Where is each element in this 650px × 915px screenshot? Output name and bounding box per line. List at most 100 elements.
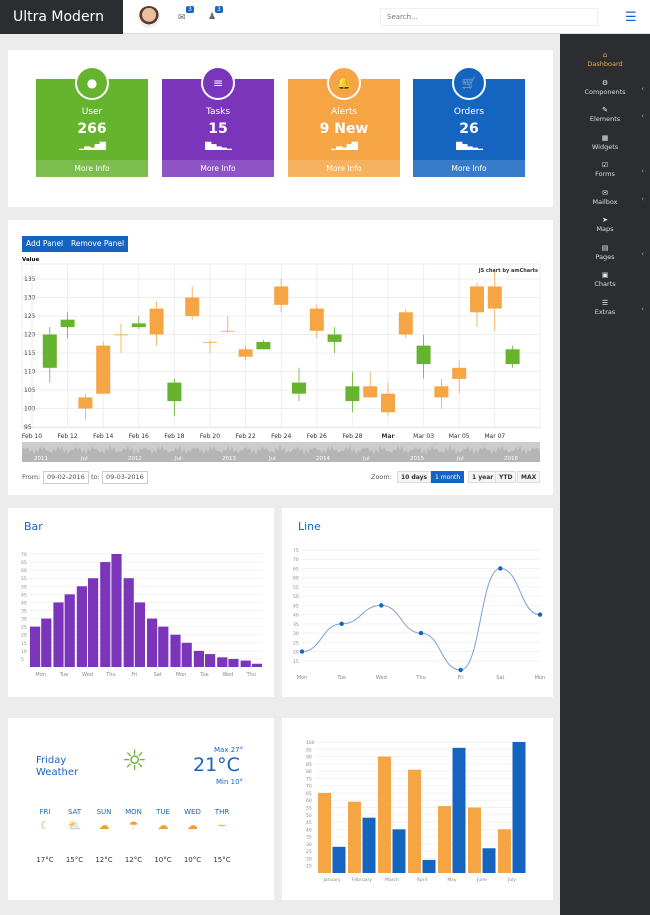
stat-card-value: 26 (459, 121, 479, 137)
sparkline-icon: ▇▅▃▂▁ (456, 141, 483, 150)
y-axis-title: Value (22, 257, 39, 263)
forecast-temp: 17°C (36, 856, 54, 864)
y-tick-label: 120 (24, 332, 36, 339)
x-tick-label: Feb 18 (164, 433, 184, 440)
bell-badge: 3 (215, 6, 223, 13)
zoom-option-ytd[interactable]: YTD (495, 471, 517, 483)
forecast-day: THR (214, 808, 230, 816)
candle-body (309, 308, 324, 331)
navigator-label: Jul (456, 456, 464, 462)
y-tick-label: 95 (24, 424, 32, 431)
mail-icon[interactable]: ✉ (178, 13, 186, 23)
forecast-temp: 15°C (65, 856, 84, 864)
candle-body (487, 286, 502, 309)
check-square-icon: ☑ (601, 161, 609, 169)
sparkline-icon: ▁▃▂▅▇ (79, 141, 106, 150)
home-icon: ⌂ (602, 51, 608, 59)
sidebar-item-dashboard[interactable]: ⌂ Dashboard (560, 51, 650, 68)
more-info-link[interactable]: More Info (288, 160, 400, 177)
x-tick-label: Feb 16 (129, 433, 149, 440)
sidebar-item-label: Mailbox (592, 197, 618, 206)
rain-icon: ☂ (128, 819, 139, 832)
candle-body (452, 367, 467, 379)
line-chart-title: Line (298, 520, 321, 533)
zoom-option-max[interactable]: MAX (517, 471, 541, 483)
sidebar-item-maps[interactable]: ➤ Maps (560, 216, 650, 233)
more-info-link[interactable]: More Info (36, 160, 148, 177)
stat-card-title: Orders (453, 107, 485, 117)
showers-icon: ☁ (187, 819, 198, 832)
navigator-series (22, 445, 540, 462)
list-icon: ≡ (201, 66, 235, 100)
stat-card-tasks: ≡ Tasks 15 ▇▅▃▂▁ More Info (162, 66, 274, 177)
add-panel-button[interactable]: Add Panel (22, 236, 68, 252)
from-date-input[interactable]: 09-02-2016 (43, 471, 89, 484)
x-tick-label: Feb 28 (342, 433, 362, 440)
hamburger-menu-icon[interactable]: ☰ (625, 10, 637, 25)
sidebar-item-forms[interactable]: ☑ Forms ‹ (560, 161, 650, 178)
zoom-option-10-days[interactable]: 10 days (397, 471, 432, 483)
line-chart-panel: Line (282, 508, 553, 697)
x-tick-label: Mar 07 (484, 433, 505, 440)
candle-body (470, 286, 484, 313)
bar-chart-panel: Bar (8, 508, 274, 697)
sidebar-item-widgets[interactable]: ▦ Widgets (560, 134, 650, 151)
remove-panel-button[interactable]: Remove Panel (67, 236, 129, 252)
envelope-icon: ✉ (602, 188, 608, 197)
sidebar-item-label: Maps (596, 225, 614, 233)
sidebar-item-label: Elements (589, 115, 621, 123)
candle-body (256, 341, 271, 350)
to-date-input[interactable]: 09-03-2016 (102, 471, 148, 484)
sidebar-item-pages[interactable]: ▤ Pages ‹ (560, 244, 650, 261)
forecast-day: MON (125, 808, 142, 816)
y-tick-label: 135 (24, 276, 36, 283)
logo[interactable]: Ultra Modern (0, 0, 123, 34)
fog-icon: ∼ (217, 819, 227, 832)
edit-icon: ✎ (602, 106, 608, 114)
navigator-label: Jul (174, 456, 182, 462)
bar-chart-title: Bar (24, 520, 43, 533)
more-info-link[interactable]: More Info (162, 160, 274, 177)
chevron-left-icon: ‹ (641, 194, 644, 203)
x-tick-label: Feb 10 (22, 433, 42, 440)
forecast-day: SUN (96, 808, 112, 816)
weather-title: Friday Weather (36, 755, 78, 779)
more-info-link[interactable]: More Info (413, 160, 525, 177)
stat-card-title: User (81, 107, 103, 117)
candle-body (238, 349, 253, 357)
candle-body (185, 297, 200, 316)
search-input[interactable] (380, 8, 598, 26)
chevron-left-icon: ‹ (641, 167, 644, 175)
grouped-bar-chart-panel (282, 718, 553, 900)
sidebar-item-mailbox[interactable]: ✉ Mailbox ‹ (560, 189, 650, 206)
avatar[interactable] (138, 6, 160, 28)
forecast-day: FRI (39, 808, 51, 816)
candle-body (203, 341, 217, 343)
forecast-temp: 10°C (183, 856, 202, 864)
candle-body (398, 312, 413, 335)
sidebar-item-extras[interactable]: ☰ Extras ‹ (560, 299, 650, 316)
bell-icon[interactable]: ♟ (208, 12, 217, 22)
y-tick-label: 105 (24, 387, 36, 394)
weather-day: Friday (36, 755, 67, 766)
zoom-option-1-month[interactable]: 1 month (431, 471, 465, 483)
y-tick-label: 110 (24, 369, 36, 376)
candle-body (60, 319, 75, 328)
sidebar-item-label: Charts (594, 280, 616, 288)
weather-panel: Friday Weather ☼ Max 27° 21°C Min 10° FR… (8, 718, 274, 900)
candle-body (114, 334, 128, 336)
candle-body (434, 386, 449, 398)
navigator-label: 2011 (34, 456, 48, 462)
sidebar-item-charts[interactable]: ▣ Charts (560, 271, 650, 288)
to-label: to: (91, 473, 100, 481)
weather-label: Weather (36, 767, 79, 778)
sidebar-item-elements[interactable]: ✎ Elements ‹ (560, 106, 650, 123)
weather-temp: 21°C (193, 754, 240, 776)
navigator-label: Jul (80, 456, 88, 462)
stat-card-orders: 🛒 Orders 26 ▇▅▃▂▁ More Info (413, 66, 525, 177)
list-icon: ☰ (601, 298, 609, 307)
sidebar-item-components[interactable]: ⚙ Components ‹ (560, 79, 650, 96)
forecast-temp: 15°C (213, 856, 231, 864)
stats-panel: ● User 266 ▁▃▂▅▇ More Info ≡ Tasks 15 ▇▅▃▂▁ More … (8, 50, 553, 207)
x-tick-label: Feb 26 (307, 433, 327, 440)
